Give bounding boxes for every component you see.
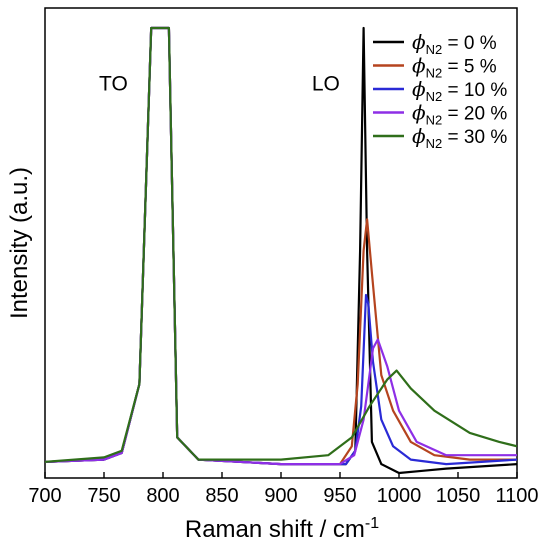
x-tick-label: 800 [146,485,179,507]
legend-entry: ϕN2 = 20 % [412,101,507,128]
x-tick-label: 1000 [377,485,422,507]
x-axis-title: Raman shift / cm-1 [185,515,379,543]
x-tick-label: 1100 [495,485,538,507]
peak-annotation: TO [99,72,128,95]
legend-entry: ϕN2 = 0 % [412,30,497,57]
legend: ϕN2 = 0 %ϕN2 = 5 %ϕN2 = 10 %ϕN2 = 20 %ϕN… [373,30,507,151]
x-tick-label: 850 [205,485,238,507]
x-tick-layer: 700 750 800 850 900 950 1000 1050 1100 [28,472,539,507]
x-axis-title-sup: -1 [365,515,379,532]
x-tick-label: 750 [87,485,120,507]
x-tick-label: 700 [28,485,61,507]
legend-entry: ϕN2 = 10 % [412,77,507,104]
series-layer [45,26,517,475]
x-tick-label: 900 [264,485,297,507]
legend-entry: ϕN2 = 5 % [412,54,497,81]
annotation-layer: TO LO [99,72,340,95]
y-axis-title: Intensity (a.u.) [6,167,33,319]
legend-entry: ϕN2 = 30 % [412,124,507,151]
series-line-4 [45,26,517,463]
x-tick-label: 1050 [436,485,481,507]
x-axis-title-text: Raman shift / cm [185,516,365,543]
peak-annotation: LO [312,72,340,95]
x-tick-label: 950 [323,485,356,507]
